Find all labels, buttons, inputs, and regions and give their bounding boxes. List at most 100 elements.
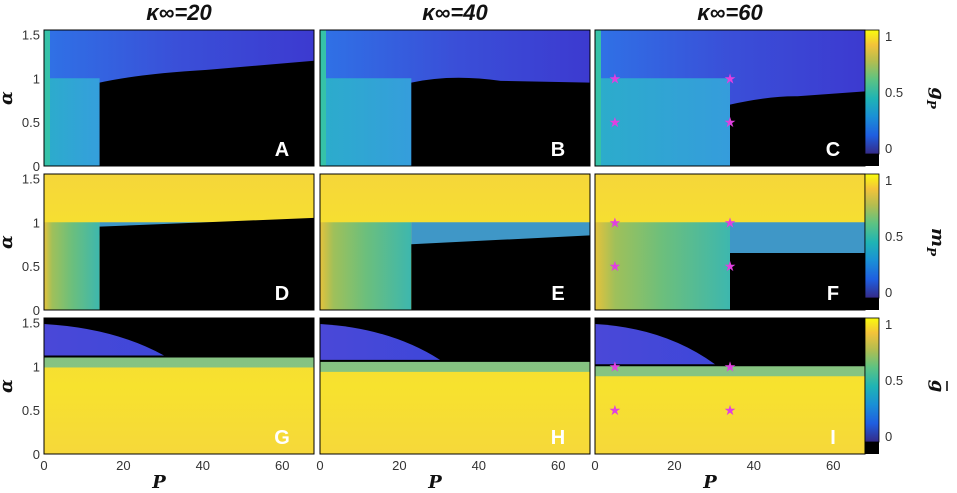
no-solution-region [99,60,314,166]
panel-letter: I [830,427,836,449]
colorbar-label: mP [924,228,948,257]
panel-letter: A [275,139,289,161]
heatmap-band [595,222,730,310]
heatmap-edge-band [595,30,601,166]
y-tick-label: 0 [33,303,40,318]
colorbar-gradient [864,317,880,443]
heatmap-edge-band [44,30,50,166]
colorbar-tick-label: 1 [885,317,892,332]
x-tick-label: 20 [116,458,130,473]
panel-letter: G [274,427,290,449]
y-tick-label: 0.5 [22,115,40,130]
panel-frame [319,317,591,455]
panel-i: ★ ★ ★ ★ I [594,317,866,455]
colorbar-tick-label: 0 [885,429,892,444]
heatmap-band [320,78,412,166]
star-marker: ★ [724,115,737,131]
colorbar-nosolution [865,154,879,166]
colorbar-label-text: mP [924,228,948,257]
star-marker: ★ [609,359,622,375]
y-tick-label: 1 [33,71,40,86]
y-tick-label: 1 [33,359,40,374]
y-tick-label: 0.5 [22,403,40,418]
panel-d: D [43,173,315,311]
x-tick-label: 0 [591,458,598,473]
x-tick-label: 0 [40,458,47,473]
panel-g: G [43,317,315,455]
x-tick-label: 40 [747,458,761,473]
colorbar-tick-label: 1 [885,29,892,44]
no-solution-region [411,77,590,166]
column-title: κ∞=20 [146,0,212,25]
colorbar-tick-label: 1 [885,173,892,188]
star-marker: ★ [609,403,622,419]
star-marker: ★ [609,215,622,231]
colorbar-label-text: gP [924,87,948,110]
colorbar-tick-label: 0.5 [885,373,903,388]
panel-letter: H [551,427,565,449]
star-marker: ★ [609,71,622,87]
panel-letter: D [275,283,289,305]
colorbar: 1 0.5 0 mP [864,173,948,310]
panel-letter: F [827,283,839,305]
star-marker: ★ [609,259,622,275]
colorbar-label: g [927,380,948,393]
x-tick-label: 20 [392,458,406,473]
y-tick-label: 0.5 [22,259,40,274]
y-tick-label: 0 [33,447,40,462]
panel-e: E [319,173,591,311]
y-axis-label: α [0,235,17,249]
y-axis-label: α [0,379,17,393]
x-tick-label: 0 [316,458,323,473]
panel-a: A [43,29,315,167]
colorbar-label-text: g [927,380,948,393]
panel-f: ★ ★ ★ ★ F [594,173,866,311]
x-tick-label: 40 [196,458,210,473]
no-solution-region [99,217,314,310]
heatmap-band [595,78,730,166]
colorbar-tick-label: 0.5 [885,85,903,100]
no-solution-region [730,91,865,166]
x-axis-label: P [702,472,717,493]
y-tick-label: 1.5 [22,315,40,330]
x-axis-label: P [151,472,166,493]
panel-frame [319,173,591,311]
panel-b: B [319,29,591,167]
colorbar-tick-label: 0.5 [885,229,903,244]
heatmap-band [44,222,100,310]
x-tick-label: 20 [667,458,681,473]
no-solution-region [730,252,865,310]
column-title: κ∞=40 [422,0,488,25]
y-tick-label: 1.5 [22,171,40,186]
heatmap-band [320,324,440,360]
heatmap-edge-band [320,30,326,166]
colorbar-nosolution [865,442,879,454]
colorbar-gradient [864,29,880,155]
colorbar-gradient [864,173,880,299]
x-tick-label: 40 [472,458,486,473]
colorbar-tick-label: 0 [885,285,892,300]
colorbar-tick-label: 0 [885,141,892,156]
heatmap-band [595,324,715,365]
star-marker: ★ [724,215,737,231]
panel-c: ★ ★ ★ ★ C [594,29,866,167]
panel-letter: B [551,139,565,161]
x-axis-label: P [427,472,442,493]
panel-letter: E [551,283,564,305]
colorbar: 1 0.5 0 g [864,317,948,454]
panel-frame [319,29,591,167]
x-tick-label: 60 [275,458,289,473]
transition-band [730,222,865,262]
panel-frame [43,29,315,167]
panel-frame [43,173,315,311]
x-tick-label: 60 [551,458,565,473]
y-tick-label: 1 [33,215,40,230]
panel-frame [43,317,315,455]
heatmap-band [320,222,412,310]
column-title: κ∞=60 [697,0,763,25]
y-axis-label: α [0,91,17,105]
star-marker: ★ [609,115,622,131]
panel-letter: C [826,139,840,161]
star-marker: ★ [724,259,737,275]
